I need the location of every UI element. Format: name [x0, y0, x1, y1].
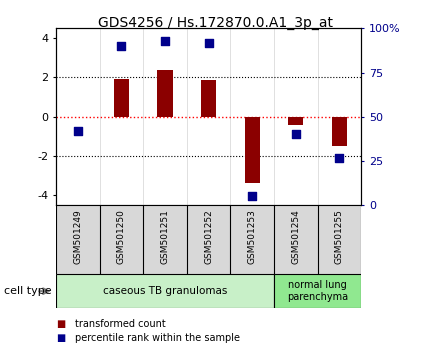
Bar: [114, 79, 129, 117]
Bar: [201, 80, 216, 117]
Bar: [157, 70, 172, 117]
Point: [205, 40, 212, 46]
Text: GSM501252: GSM501252: [204, 209, 213, 263]
Text: GSM501255: GSM501255: [335, 209, 344, 264]
Bar: [56, 274, 274, 308]
Text: percentile rank within the sample: percentile rank within the sample: [75, 333, 240, 343]
Bar: [245, 117, 260, 183]
Text: normal lung
parenchyma: normal lung parenchyma: [287, 280, 348, 302]
Text: ■: ■: [56, 319, 65, 329]
Text: GDS4256 / Hs.172870.0.A1_3p_at: GDS4256 / Hs.172870.0.A1_3p_at: [98, 16, 332, 30]
Point: [74, 128, 81, 134]
Text: GSM501249: GSM501249: [73, 209, 82, 263]
Bar: [288, 117, 304, 125]
Bar: [332, 117, 347, 146]
Text: ■: ■: [56, 333, 65, 343]
Text: caseous TB granulomas: caseous TB granulomas: [103, 286, 227, 296]
Text: cell type: cell type: [4, 286, 52, 296]
Point: [162, 38, 169, 44]
Text: GSM501251: GSM501251: [160, 209, 169, 264]
Point: [336, 155, 343, 161]
Text: GSM501253: GSM501253: [248, 209, 257, 264]
Point: [292, 131, 299, 136]
Point: [249, 194, 255, 199]
Bar: [274, 274, 361, 308]
Point: [118, 43, 125, 49]
Text: GSM501250: GSM501250: [117, 209, 126, 264]
Text: GSM501254: GSM501254: [291, 209, 300, 263]
Text: transformed count: transformed count: [75, 319, 166, 329]
